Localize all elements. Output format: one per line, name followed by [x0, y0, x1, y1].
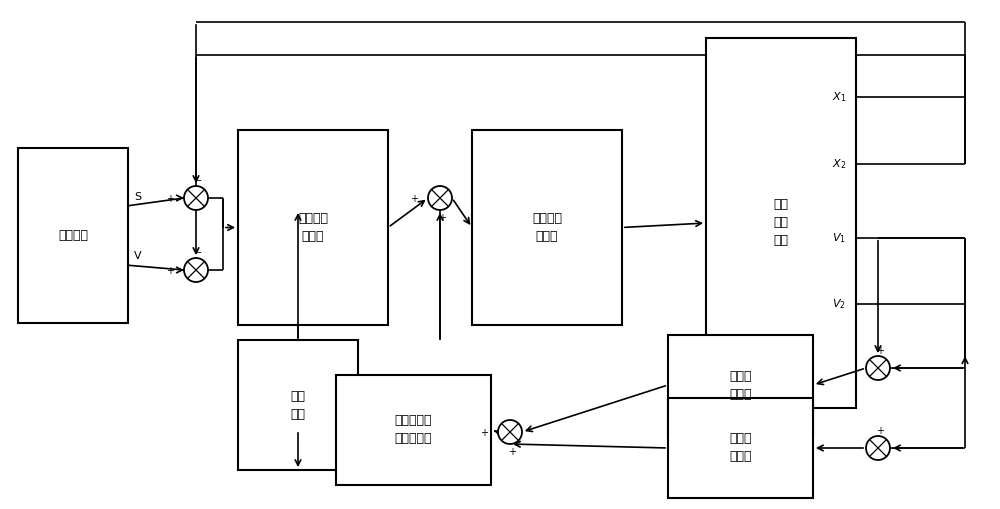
Circle shape: [428, 186, 452, 210]
Text: +: +: [438, 213, 446, 223]
Text: $X_1$: $X_1$: [832, 90, 846, 104]
Text: 平台刚体
驱动器: 平台刚体 驱动器: [532, 212, 562, 243]
Text: 刚柔
耦合
平台: 刚柔 耦合 平台: [774, 199, 788, 247]
Text: +: +: [876, 346, 884, 356]
Circle shape: [184, 186, 208, 210]
Text: $V_1$: $V_1$: [832, 231, 846, 245]
FancyBboxPatch shape: [706, 38, 856, 408]
FancyBboxPatch shape: [668, 335, 813, 435]
Text: +: +: [480, 428, 488, 438]
Text: +: +: [508, 447, 516, 457]
Circle shape: [184, 258, 208, 282]
Text: −: −: [892, 444, 900, 454]
Text: +: +: [876, 426, 884, 436]
Text: $X_2$: $X_2$: [832, 157, 846, 171]
Circle shape: [866, 356, 890, 380]
FancyBboxPatch shape: [472, 130, 622, 325]
Text: +: +: [166, 266, 174, 276]
Text: −: −: [194, 248, 202, 258]
Text: 运动规划: 运动规划: [58, 229, 88, 242]
FancyBboxPatch shape: [238, 340, 358, 470]
Circle shape: [866, 436, 890, 460]
FancyBboxPatch shape: [238, 130, 388, 325]
Text: −: −: [194, 176, 202, 186]
Text: S: S: [134, 192, 141, 202]
Text: 平台刚体驱
动器逆变换: 平台刚体驱 动器逆变换: [395, 414, 432, 445]
Text: 平台刚体
控制器: 平台刚体 控制器: [298, 212, 328, 243]
FancyBboxPatch shape: [668, 398, 813, 498]
Text: +: +: [166, 194, 174, 204]
Text: 扰动
增益: 扰动 增益: [290, 389, 306, 420]
Text: V: V: [134, 251, 142, 261]
Text: 柔性铰
链阻尼: 柔性铰 链阻尼: [729, 433, 752, 464]
Text: 柔性铰
链刚度: 柔性铰 链刚度: [729, 370, 752, 401]
Text: −: −: [892, 364, 900, 374]
FancyBboxPatch shape: [18, 148, 128, 323]
Text: $V_2$: $V_2$: [832, 297, 846, 312]
Circle shape: [498, 420, 522, 444]
FancyBboxPatch shape: [336, 375, 491, 485]
Text: +: +: [410, 194, 418, 204]
